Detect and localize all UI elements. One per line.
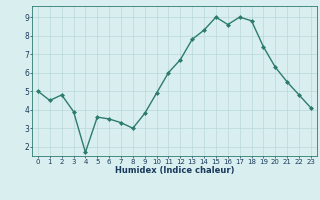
X-axis label: Humidex (Indice chaleur): Humidex (Indice chaleur) <box>115 166 234 175</box>
